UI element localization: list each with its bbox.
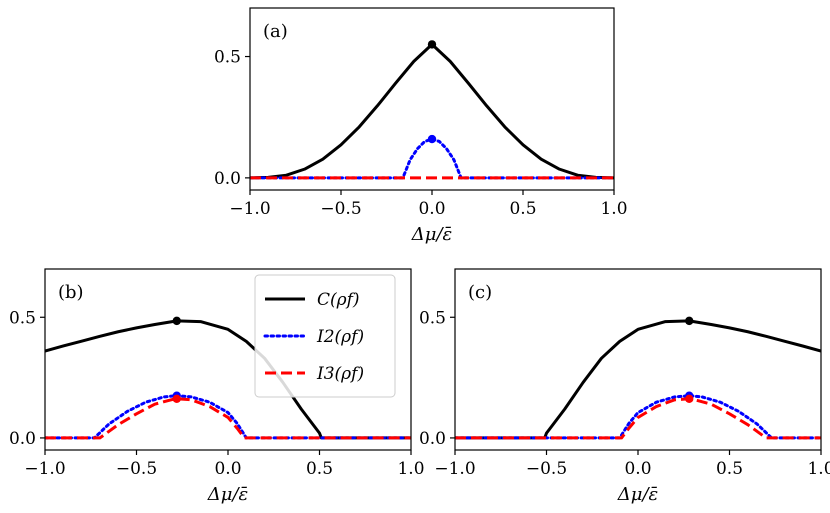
- panel-label: (a): [263, 21, 288, 42]
- x-tick-label: 0.5: [306, 459, 333, 479]
- legend-box: [254, 274, 396, 398]
- y-tick-label: 0.0: [419, 429, 446, 449]
- series-line-2: [45, 397, 411, 440]
- marker-point-0: [427, 40, 437, 49]
- panel-c: −1.0 −0.5 0.0 0.5 1.0 0.0 0.5 Δμ/ε̄ (c): [419, 268, 830, 505]
- x-axis-label: Δμ/ε̄: [207, 484, 248, 505]
- marker-point-2: [685, 394, 694, 404]
- y-tick-label: 0.5: [419, 308, 446, 328]
- marker-point-0: [172, 316, 181, 326]
- x-tick-label: 1.0: [397, 459, 424, 479]
- x-tick-label: 0.5: [509, 199, 536, 219]
- x-tick-label: −1.0: [24, 459, 65, 479]
- legend-label-2: I3(ρf): [316, 364, 364, 384]
- x-tick-label: 1.0: [600, 199, 627, 219]
- y-tick-label: 0.0: [214, 169, 241, 189]
- axes-frame: [249, 7, 615, 191]
- marker-point-2: [172, 394, 181, 404]
- series-line-0: [45, 319, 411, 440]
- x-tick-label: −0.5: [320, 199, 361, 219]
- y-tick-label: 0.5: [214, 48, 241, 68]
- legend-label-1: I2(ρf): [316, 327, 364, 347]
- marker-point-1: [427, 134, 437, 144]
- series-line-0: [250, 42, 614, 180]
- x-axis-label: Δμ/ε̄: [617, 484, 658, 505]
- y-tick-label: 0.0: [9, 429, 36, 449]
- legend: C(ρf) I2(ρf) I3(ρf): [254, 274, 396, 398]
- series-line-1: [250, 137, 614, 180]
- x-tick-label: 0.0: [624, 459, 651, 479]
- x-tick-label: 0.5: [716, 459, 743, 479]
- x-tick-label: 0.0: [214, 459, 241, 479]
- panel-a: −1.0 −0.5 0.0 0.5 1.0 0.0 0.5 Δμ/ε̄ (a): [214, 7, 628, 245]
- x-tick-label: 1.0: [807, 459, 830, 479]
- x-tick-label: −1.0: [229, 199, 270, 219]
- x-tick-label: 0.0: [418, 199, 445, 219]
- marker-point-0: [685, 316, 694, 326]
- panel-b: −1.0 −0.5 0.0 0.5 1.0 0.0 0.5 Δμ/ε̄ (b) C(ρf) I2(ρ…: [9, 268, 425, 505]
- axes-frame: [454, 268, 822, 451]
- panel-label: (c): [468, 282, 492, 303]
- legend-label-0: C(ρf): [317, 290, 360, 310]
- x-tick-label: −0.5: [526, 459, 567, 479]
- panel-label: (b): [58, 282, 84, 303]
- y-tick-label: 0.5: [9, 308, 36, 328]
- x-tick-label: −0.5: [116, 459, 157, 479]
- x-axis-label: Δμ/ε̄: [411, 224, 452, 245]
- x-tick-label: −1.0: [434, 459, 475, 479]
- series-line-0: [455, 319, 821, 440]
